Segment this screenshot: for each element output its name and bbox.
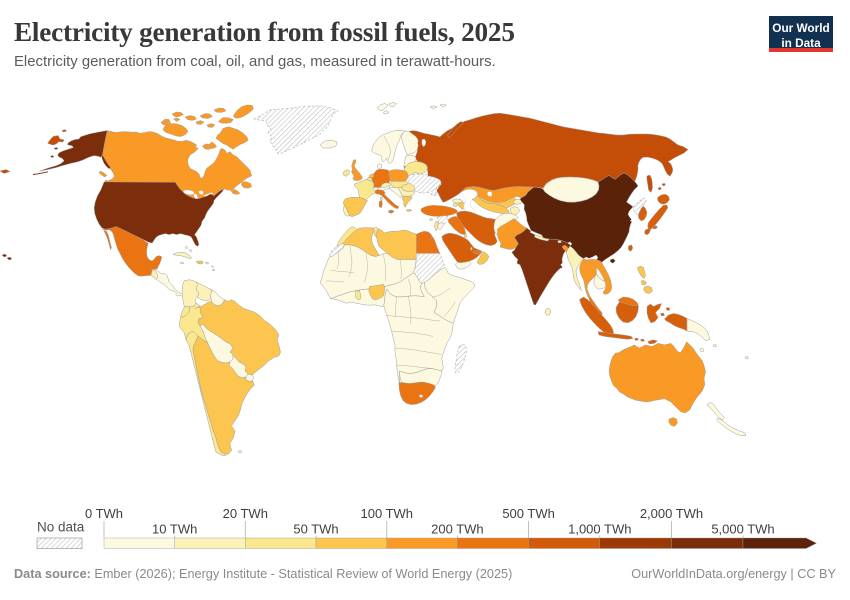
svg-text:10 TWh: 10 TWh [152, 522, 197, 537]
svg-text:200 TWh: 200 TWh [431, 522, 484, 537]
svg-text:0 TWh: 0 TWh [85, 506, 123, 521]
svg-text:2,000 TWh: 2,000 TWh [640, 506, 703, 521]
svg-text:20 TWh: 20 TWh [223, 506, 268, 521]
svg-text:5,000 TWh: 5,000 TWh [711, 522, 774, 537]
svg-text:1,000 TWh: 1,000 TWh [568, 522, 631, 537]
svg-text:100 TWh: 100 TWh [361, 506, 414, 521]
svg-text:500 TWh: 500 TWh [502, 506, 555, 521]
svg-text:No data: No data [37, 520, 85, 535]
svg-text:50 TWh: 50 TWh [293, 522, 338, 537]
